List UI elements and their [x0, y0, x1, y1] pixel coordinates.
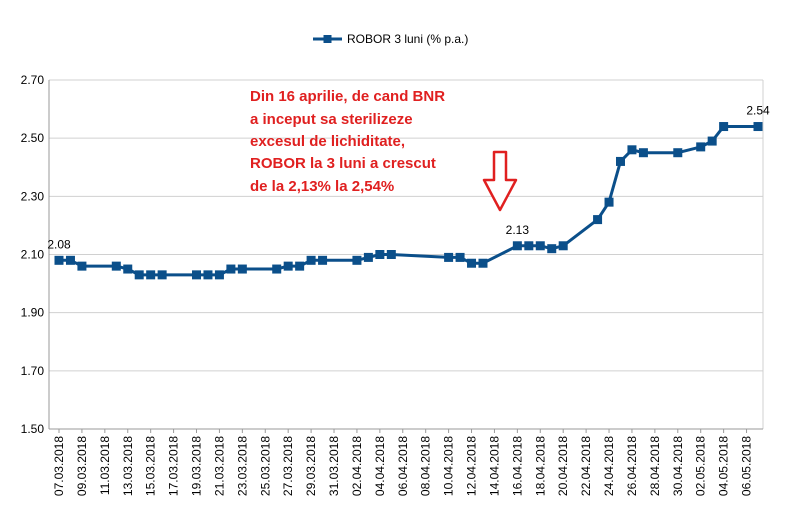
data-point-marker	[123, 264, 133, 274]
legend: ROBOR 3 luni (% p.a.)	[313, 32, 468, 46]
annotation-line-2: a inceput sa sterilizeze	[250, 111, 413, 128]
legend-marker-swatch	[323, 35, 332, 43]
data-point-marker	[547, 244, 557, 254]
x-tick-label: 08.04.2018	[419, 436, 433, 496]
x-tick-label: 04.05.2018	[717, 436, 731, 496]
data-point-marker	[146, 270, 156, 280]
y-tick-label: 2.70	[21, 73, 45, 87]
x-tick-label: 28.04.2018	[648, 436, 662, 496]
data-point-marker	[673, 148, 683, 158]
data-point-marker	[295, 261, 305, 271]
y-axis: 1.50 1.70 1.90 2.10 2.30 2.50 2.70	[21, 73, 50, 436]
data-point-marker	[524, 241, 534, 251]
data-point-marker	[318, 255, 328, 265]
x-tick-label: 04.04.2018	[373, 436, 387, 496]
x-tick-label: 14.04.2018	[487, 436, 501, 496]
data-point-marker	[363, 252, 373, 262]
y-tick-label: 2.50	[21, 131, 45, 145]
data-label: 2.08	[47, 237, 71, 251]
x-tick-label: 30.04.2018	[671, 436, 685, 496]
data-point-marker	[604, 197, 614, 207]
data-point-marker	[134, 270, 144, 280]
data-point-marker	[77, 261, 87, 271]
data-point-marker	[375, 250, 385, 259]
data-point-marker	[237, 264, 247, 274]
x-tick-label: 10.04.2018	[442, 436, 456, 496]
down-arrow-icon	[482, 150, 518, 212]
x-tick-label: 17.03.2018	[167, 436, 181, 496]
annotation: Din 16 aprilie, de cand BNR a inceput sa…	[250, 88, 445, 195]
data-point-marker	[696, 142, 706, 152]
x-tick-label: 02.05.2018	[694, 436, 708, 496]
x-tick-label: 12.04.2018	[465, 436, 479, 496]
y-tick-label: 1.90	[21, 306, 45, 320]
data-point-marker	[352, 255, 362, 265]
x-tick-label: 16.04.2018	[510, 436, 524, 496]
x-tick-label: 23.03.2018	[235, 436, 249, 496]
x-tick-label: 26.04.2018	[625, 436, 639, 496]
data-point-marker	[444, 252, 454, 262]
x-tick-label: 29.03.2018	[304, 436, 318, 496]
x-tick-label: 15.03.2018	[144, 436, 158, 496]
x-tick-label: 02.04.2018	[350, 436, 364, 496]
data-point-marker	[192, 270, 202, 280]
annotation-line-5: de la 2,13% la 2,54%	[250, 178, 394, 195]
annotation-line-3: excesul de lichiditate,	[250, 133, 405, 150]
x-tick-label: 18.04.2018	[533, 436, 547, 496]
data-point-marker	[306, 255, 316, 265]
data-point-marker	[111, 261, 121, 271]
data-point-marker	[386, 250, 396, 259]
data-point-marker	[203, 270, 213, 280]
x-tick-label: 11.03.2018	[98, 436, 112, 495]
x-tick-label: 20.04.2018	[556, 436, 570, 496]
y-tick-label: 1.70	[21, 364, 45, 378]
data-point-marker	[54, 255, 64, 265]
x-tick-label: 24.04.2018	[602, 436, 616, 496]
data-point-marker	[478, 258, 488, 268]
data-point-marker	[638, 148, 648, 158]
x-tick-label: 06.04.2018	[396, 436, 410, 496]
x-tick-label: 07.03.2018	[52, 436, 66, 496]
annotation-line-1: Din 16 aprilie, de cand BNR	[250, 88, 445, 105]
data-point-marker	[753, 122, 763, 132]
x-tick-label: 22.04.2018	[579, 436, 593, 496]
y-tick-label: 2.30	[21, 189, 45, 203]
data-point-marker	[272, 264, 282, 274]
data-point-marker	[719, 122, 729, 132]
data-point-marker	[535, 241, 545, 251]
data-labels: 2.08 2.13 2.54	[47, 104, 770, 252]
data-point-marker	[65, 255, 75, 265]
x-tick-label: 09.03.2018	[75, 436, 89, 496]
series-line	[59, 125, 758, 277]
x-tick-label: 21.03.2018	[212, 436, 226, 496]
data-point-marker	[226, 264, 236, 274]
data-point-marker	[593, 215, 603, 225]
x-tick-label: 06.05.2018	[740, 436, 754, 496]
y-tick-label: 1.50	[21, 422, 45, 436]
x-tick-label: 25.03.2018	[258, 436, 272, 496]
data-point-marker	[512, 241, 522, 251]
data-point-marker	[455, 252, 465, 262]
data-label: 2.54	[746, 104, 770, 118]
x-tick-label: 19.03.2018	[190, 436, 204, 496]
x-tick-label: 13.03.2018	[121, 436, 135, 496]
data-point-marker	[283, 261, 293, 271]
x-axis: 07.03.2018 09.03.2018 11.03.2018 13.03.2018…	[49, 428, 763, 496]
data-point-marker	[627, 145, 637, 155]
data-point-marker	[214, 270, 224, 280]
data-label: 2.13	[506, 223, 530, 237]
data-point-marker	[157, 270, 167, 280]
x-tick-label: 31.03.2018	[327, 436, 341, 496]
data-point-marker	[707, 136, 717, 146]
data-point-marker	[467, 258, 477, 268]
annotation-line-4: ROBOR la 3 luni a crescut	[250, 155, 436, 172]
data-point-marker	[615, 156, 625, 166]
data-point-marker	[558, 241, 568, 251]
legend-label: ROBOR 3 luni (% p.a.)	[347, 32, 468, 46]
gridlines	[49, 79, 764, 430]
x-tick-label: 27.03.2018	[281, 436, 295, 496]
series-robor-3m	[54, 122, 763, 280]
y-tick-label: 2.10	[21, 248, 45, 262]
